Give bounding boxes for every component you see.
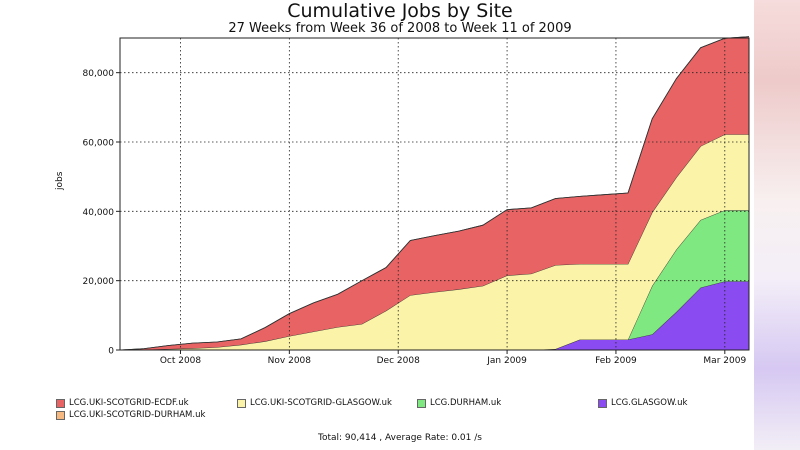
left-margin [0,0,46,450]
legend-label-ecdf: LCG.UKI-SCOTGRID-ECDF.uk [69,398,189,408]
chart-subtitle: 27 Weeks from Week 36 of 2008 to Week 11… [228,21,572,36]
legend-label-scotgrid-durham: LCG.UKI-SCOTGRID-DURHAM.uk [69,410,206,420]
y-tick-label: 0 [108,347,114,357]
x-tick-label: Jan 2009 [486,356,527,366]
legend-item-durham: LCG.DURHAM.uk [417,398,501,408]
legend-swatch-scotgrid-durham [56,410,65,420]
y-tick-label: 40,000 [83,208,115,218]
legend-item-scotgrid-durham: LCG.UKI-SCOTGRID-DURHAM.uk [56,410,205,420]
chart-footer: Total: 90,414 , Average Rate: 0.01 /s [318,433,482,443]
y-tick-label: 20,000 [83,277,115,287]
y-tick-label: 60,000 [83,139,115,149]
area-series-3 [120,36,749,350]
area-outline-4 [119,36,750,351]
legend-swatch-durham [417,398,426,408]
x-tick-label: Mar 2009 [703,356,746,366]
legend-item-scotgrid-glasgow: LCG.UKI-SCOTGRID-GLASGOW.uk [237,398,392,408]
x-tick-label: Feb 2009 [595,356,637,366]
x-tick-label: Dec 2008 [377,356,420,366]
area-series-2 [120,134,749,350]
legend-item-ecdf: LCG.UKI-SCOTGRID-ECDF.uk [56,398,189,408]
chart-svg: 0 20,000 40,000 60,000 80,000 Oct 2008 Nov 200… [83,36,750,366]
area-series-0 [120,281,749,350]
legend-label-durham: LCG.DURHAM.uk [430,398,502,408]
legend-swatch-glasgow [598,398,607,408]
legend-label-glasgow: LCG.GLASGOW.uk [611,398,688,408]
x-tick-label: Nov 2008 [268,356,312,366]
chart-title: Cumulative Jobs by Site [287,0,513,22]
legend-item-glasgow: LCG.GLASGOW.uk [598,398,687,408]
right-margin [754,0,800,450]
legend-label-scotgrid-glasgow: LCG.UKI-SCOTGRID-GLASGOW.uk [250,398,392,408]
x-tick-label: Oct 2008 [160,356,202,366]
legend: LCG.UKI-SCOTGRID-ECDF.uk LCG.UKI-SCOTGRI… [56,398,756,424]
legend-swatch-scotgrid-glasgow [237,398,246,408]
y-tick-label: 80,000 [83,69,115,79]
plot-frame [119,37,750,351]
legend-swatch-ecdf [56,398,65,408]
